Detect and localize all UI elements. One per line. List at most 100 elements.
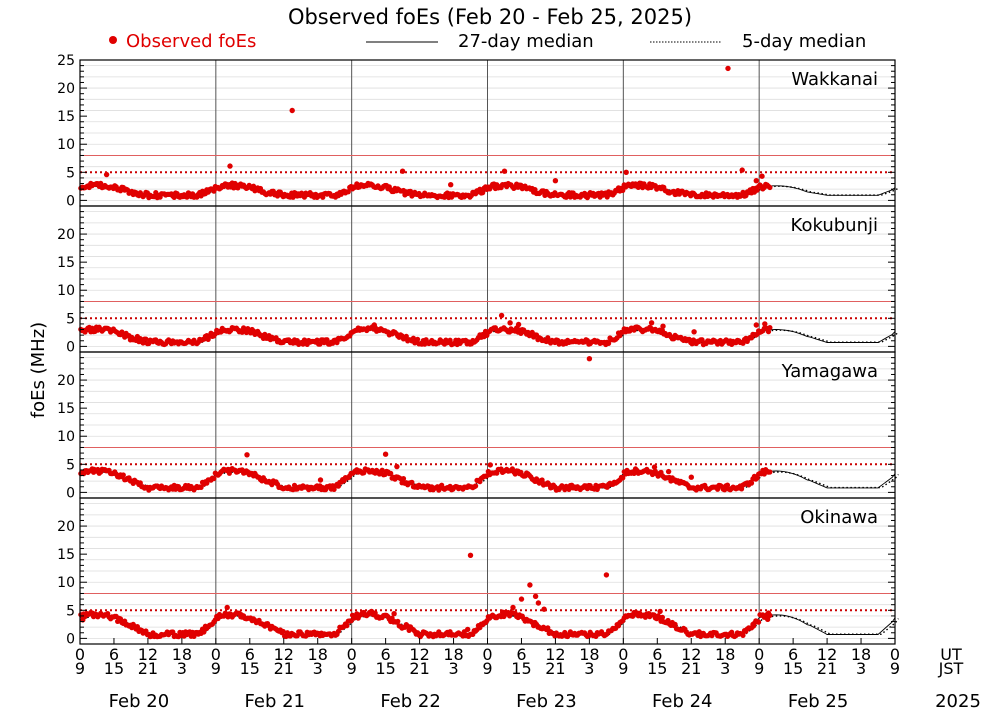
observed-point [739, 167, 745, 173]
x-ut-tick-label: 6 [109, 645, 119, 664]
observed-point [226, 470, 232, 476]
x-day-label: Feb 20 [109, 691, 170, 712]
observed-point [648, 320, 655, 326]
observed-point [388, 470, 394, 476]
observed-point [767, 612, 773, 619]
panels: 0 5 10 15 20 25 Wakkanai 0 5 10 15 20 Kokubunji 0 5 10 1… [57, 53, 899, 647]
x-ut-tick-label: 6 [381, 645, 391, 664]
x-jst-tick-label: 9 [754, 659, 764, 678]
observed-point [227, 163, 233, 169]
observed-point [494, 470, 500, 476]
observed-point [765, 468, 771, 475]
observed-point [345, 189, 351, 195]
observed-point [552, 178, 559, 184]
x-jst-tick-label: 3 [177, 659, 187, 678]
observed-point [465, 626, 471, 633]
legend-median27-label: 27-day median [458, 31, 594, 52]
observed-point [646, 611, 652, 617]
y-tick-label: 5 [66, 603, 75, 619]
x-jst-tick-label: 3 [313, 659, 323, 678]
observed-point [334, 340, 340, 346]
x-jst-tick-label: 9 [890, 659, 900, 678]
station-label: Okinawa [800, 507, 878, 528]
x-ut-tick-label: 0 [618, 645, 628, 664]
observed-point [262, 331, 268, 337]
y-tick-label: 20 [57, 81, 75, 97]
station-label: Kokubunji [791, 215, 878, 236]
x-ut-tick-label: 18 [443, 645, 463, 664]
observed-point [314, 337, 320, 343]
observed-point [539, 477, 545, 483]
observed-point [750, 623, 757, 629]
observed-point [510, 604, 516, 611]
x-ut-tick-label: 6 [788, 645, 798, 664]
observed-point [122, 618, 128, 624]
x-day-label: Feb 24 [652, 691, 713, 712]
observed-point [753, 178, 759, 184]
observed-point [280, 628, 286, 635]
legend-observed-marker [109, 36, 117, 44]
observed-point [724, 482, 731, 488]
observed-point [620, 475, 626, 481]
x-jst-tick-label: 15 [647, 659, 667, 678]
x-day-label: Feb 22 [380, 691, 441, 712]
observed-point [715, 486, 721, 492]
observed-point [274, 193, 281, 199]
y-tick-label: 20 [57, 227, 75, 243]
observed-points [78, 356, 773, 493]
x-ut-tick-label: 6 [245, 645, 255, 664]
observed-point [672, 621, 678, 628]
observed-point [748, 480, 755, 486]
observed-point [722, 487, 728, 493]
station-label: Yamagawa [781, 361, 878, 382]
observed-point [201, 629, 207, 635]
x-jst-tick-label: 9 [618, 659, 628, 678]
observed-point [657, 608, 663, 615]
x-jst-tick-label: 21 [138, 659, 158, 678]
observed-point [400, 476, 407, 482]
y-tick-label: 15 [57, 109, 75, 125]
x-ut-tick-label: 18 [851, 645, 871, 664]
observed-point [762, 321, 768, 327]
observed-point [659, 614, 666, 621]
x-jst-tick-label: 21 [409, 659, 429, 678]
observed-point [586, 356, 593, 362]
y-tick-label: 15 [57, 255, 75, 271]
observed-point [171, 194, 177, 200]
observed-point [739, 486, 745, 492]
x-ut-label: UT [940, 645, 962, 664]
legend: Observed foEs 27-day median 5-day median [109, 31, 866, 52]
x-jst-tick-label: 9 [211, 659, 221, 678]
observed-point [244, 452, 250, 458]
observed-point [409, 479, 415, 485]
legend-observed-label: Observed foEs [126, 31, 256, 52]
observed-point [317, 477, 324, 483]
x-ut-tick-label: 0 [347, 645, 357, 664]
x-ut-tick-label: 18 [308, 645, 328, 664]
observed-point [324, 337, 330, 343]
observed-point [371, 322, 377, 328]
observed-points [78, 65, 773, 201]
observed-point [391, 611, 397, 617]
observed-point [344, 623, 350, 629]
x-ut-tick-label: 6 [516, 645, 526, 664]
x-jst-tick-label: 15 [104, 659, 124, 678]
x-ut-tick-label: 0 [75, 645, 85, 664]
y-tick-label: 0 [66, 193, 75, 209]
observed-point [545, 625, 551, 631]
x-ut-tick-label: 0 [754, 645, 764, 664]
observed-point [143, 336, 149, 342]
observed-point [501, 168, 508, 174]
observed-points [78, 312, 773, 348]
panel-kokubunji: 0 5 10 15 20 Kokubunji [57, 205, 899, 355]
observed-point [368, 608, 375, 615]
x-year-label: 2025 [935, 691, 981, 712]
observed-point [98, 180, 104, 186]
y-axis-label: foEs (MHz) [28, 322, 49, 418]
x-jst-tick-label: 9 [75, 659, 85, 678]
observed-point [767, 184, 773, 191]
panel-okinawa: 0 5 10 15 20 Okinawa [57, 497, 899, 647]
observed-point [103, 171, 110, 178]
y-tick-label: 20 [57, 373, 75, 389]
